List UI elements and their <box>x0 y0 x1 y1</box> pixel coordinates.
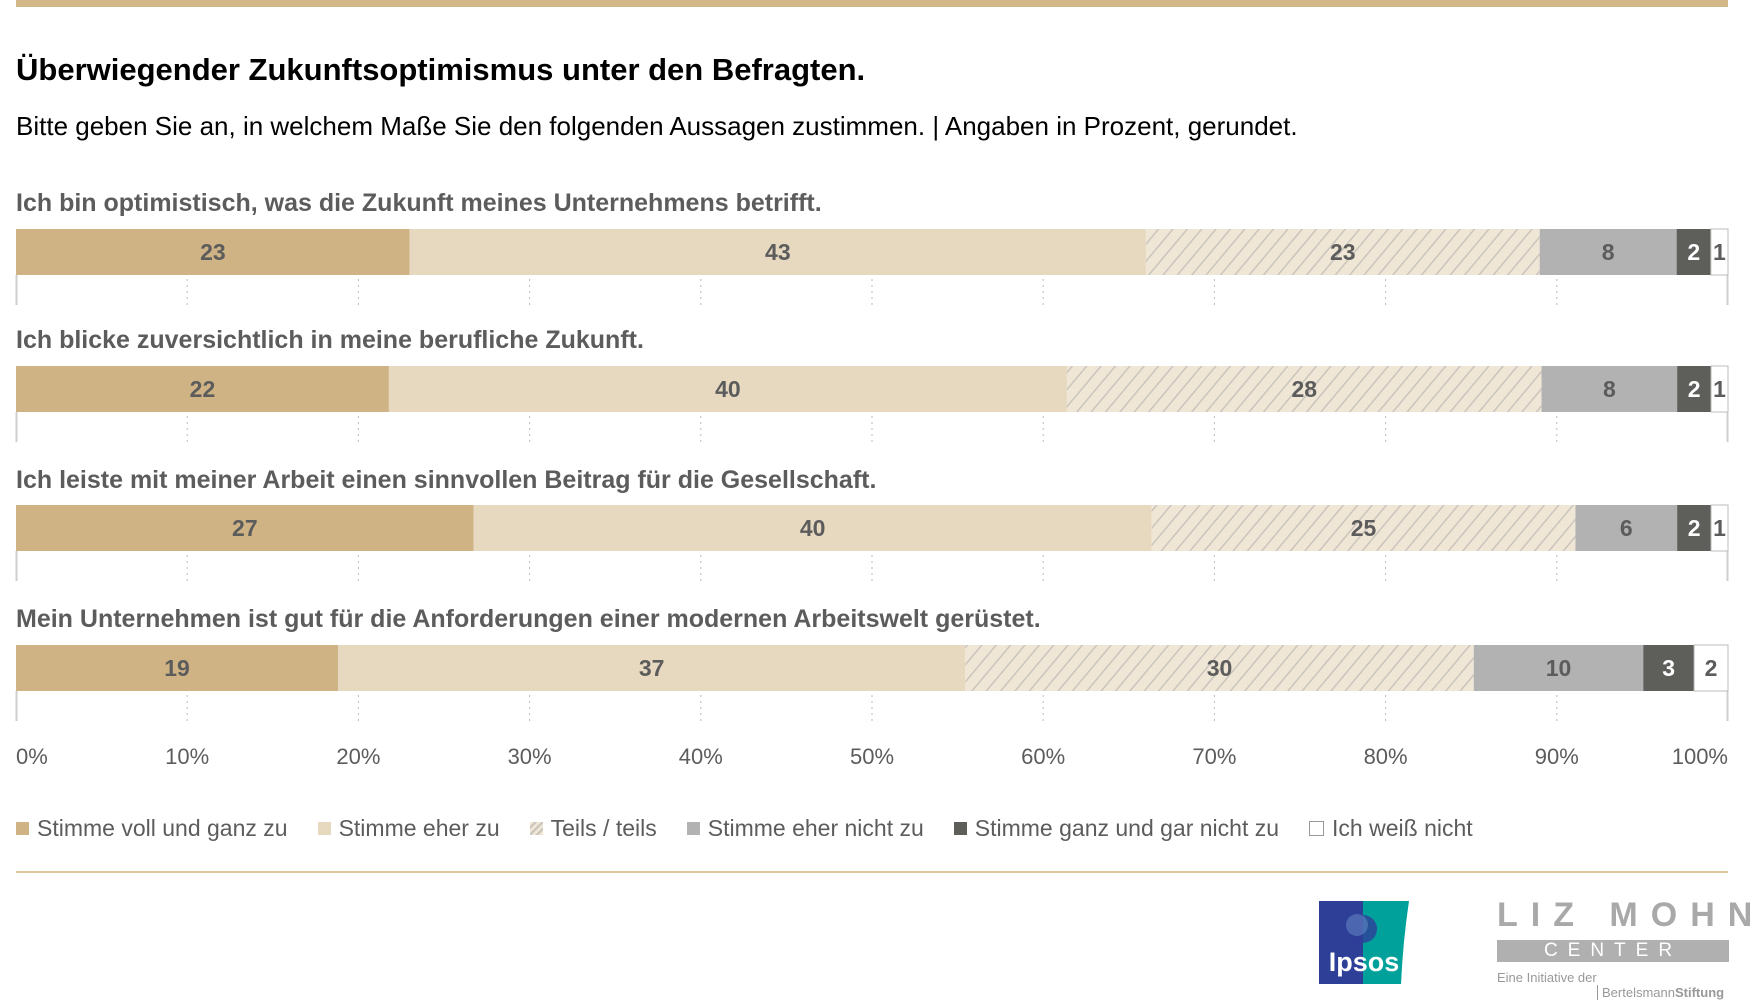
bar-segment <box>1539 229 1677 275</box>
bar-segment <box>1693 644 1729 692</box>
legend-item: Teils / teils <box>529 815 657 842</box>
legend-item: Stimme voll und ganz zu <box>16 815 288 842</box>
legend-label: Ich weiß nicht <box>1332 815 1473 841</box>
stacked-bar-chart: 23 43 23 8 2 122 40 28 8 2 127 40 25 6 2 119 37 30 10 3 20% 1… <box>15 228 1729 769</box>
data-label: 22 <box>190 376 216 402</box>
logo-center: CENTER <box>1497 940 1729 962</box>
legend-swatch <box>1309 821 1325 836</box>
data-label: 23 <box>1330 239 1356 265</box>
x-tick-label: 80% <box>1364 744 1408 769</box>
x-tick-label: 50% <box>850 744 894 769</box>
chart-title: Überwiegender Zukunftsoptimismus unter d… <box>16 52 866 87</box>
chart-subtitle: Bitte geben Sie an, in welchem Maße Sie … <box>16 111 1298 141</box>
bar-segment <box>1710 365 1729 413</box>
data-label: 23 <box>200 239 226 265</box>
legend-label: Stimme ganz und gar nicht zu <box>974 815 1280 841</box>
legend-label: Stimme voll und ganz zu <box>37 815 288 841</box>
legend-swatch <box>953 822 967 835</box>
bar-segment <box>1676 229 1711 275</box>
data-label: 8 <box>1603 376 1616 402</box>
legend-label: Stimme eher nicht zu <box>707 815 924 841</box>
footer-divider <box>16 871 1728 873</box>
legend-label: Stimme eher zu <box>338 815 500 841</box>
bar-segment <box>338 645 966 691</box>
legend-item: Stimme eher nicht zu <box>686 815 924 842</box>
bar-segment <box>16 366 389 412</box>
bar-segment <box>1643 645 1695 691</box>
bertelsmann-logo: BertelsmannStiftung <box>1597 985 1729 1000</box>
data-label: 3 <box>1662 655 1675 681</box>
x-tick-label: 30% <box>508 744 552 769</box>
legend-item: Stimme ganz und gar nicht zu <box>953 815 1280 842</box>
ipsos-logo: Ipsos <box>1319 901 1409 984</box>
bar-segment <box>1677 505 1712 551</box>
data-label: 37 <box>639 655 665 681</box>
data-label: 6 <box>1620 515 1633 541</box>
bar-segment <box>1473 645 1644 691</box>
x-tick-label: 20% <box>336 744 380 769</box>
x-tick-label: 90% <box>1535 744 1579 769</box>
legend-swatch <box>686 822 700 835</box>
legend-item: Ich weiß nicht <box>1309 815 1473 842</box>
bar-segment <box>1541 366 1678 412</box>
x-tick-label: 0% <box>16 744 48 769</box>
legend-item: Stimme eher zu <box>317 815 500 842</box>
ipsos-logo-text: Ipsos <box>1329 947 1400 977</box>
data-label: 19 <box>164 655 190 681</box>
data-label: 2 <box>1705 655 1718 681</box>
bar-segment <box>1151 505 1576 551</box>
row-label: Ich blicke zuversichtlich in meine beruf… <box>16 326 644 354</box>
data-label: 2 <box>1687 239 1700 265</box>
bar-segment <box>965 645 1474 691</box>
bertelsmann-a: Bertelsmann <box>1602 985 1675 1000</box>
data-label: 1 <box>1713 239 1726 265</box>
bar-segment <box>409 229 1146 275</box>
data-label: 40 <box>800 515 826 541</box>
legend-label: Teils / teils <box>550 815 657 841</box>
data-label: 40 <box>715 376 741 402</box>
row-label: Ich bin optimistisch, was die Zukunft me… <box>16 189 822 217</box>
liz-mohn-center-logo: LIZ MOHN CENTER Eine Initiative der Bert… <box>1497 896 1759 1000</box>
data-label: 43 <box>765 239 791 265</box>
legend-swatch <box>317 822 331 835</box>
legend-swatch <box>16 822 29 835</box>
bar-segment <box>16 505 474 551</box>
legend: Stimme voll und ganz zu Stimme eher zu Tei… <box>16 815 1473 842</box>
data-label: 25 <box>1351 515 1377 541</box>
logo-initiative: Eine Initiative der <box>1497 970 1597 985</box>
data-label: 2 <box>1688 515 1701 541</box>
bar-segment <box>1710 504 1729 552</box>
x-tick-label: 100% <box>1672 744 1728 769</box>
top-accent-bar <box>16 0 1728 7</box>
row-label: Ich leiste mit meiner Arbeit einen sinnv… <box>16 466 877 494</box>
bar-segment <box>1066 366 1542 412</box>
data-label: 27 <box>232 515 258 541</box>
x-tick-label: 40% <box>679 744 723 769</box>
logo-title: LIZ MOHN <box>1497 896 1759 934</box>
row-label: Mein Unternehmen ist gut für die Anforde… <box>16 605 1041 633</box>
data-label: 28 <box>1291 376 1317 402</box>
x-tick-label: 60% <box>1021 744 1065 769</box>
bar-segment <box>388 366 1067 412</box>
x-tick-label: 10% <box>165 744 209 769</box>
data-label: 8 <box>1602 239 1615 265</box>
bar-segment <box>1575 505 1678 551</box>
bar-segment <box>1145 229 1540 275</box>
bertelsmann-b: Stiftung <box>1674 985 1725 1000</box>
data-label: 10 <box>1546 655 1572 681</box>
bar-segment <box>16 645 339 691</box>
x-tick-label: 70% <box>1192 744 1236 769</box>
data-label: 30 <box>1207 655 1233 681</box>
data-label: 1 <box>1713 515 1726 541</box>
data-label: 2 <box>1688 376 1701 402</box>
data-label: 1 <box>1713 376 1726 402</box>
bar-segment <box>1710 228 1729 276</box>
legend-swatch <box>529 822 543 835</box>
bar-segment <box>16 229 410 275</box>
bar-segment <box>473 505 1152 551</box>
bar-segment <box>1677 366 1712 412</box>
